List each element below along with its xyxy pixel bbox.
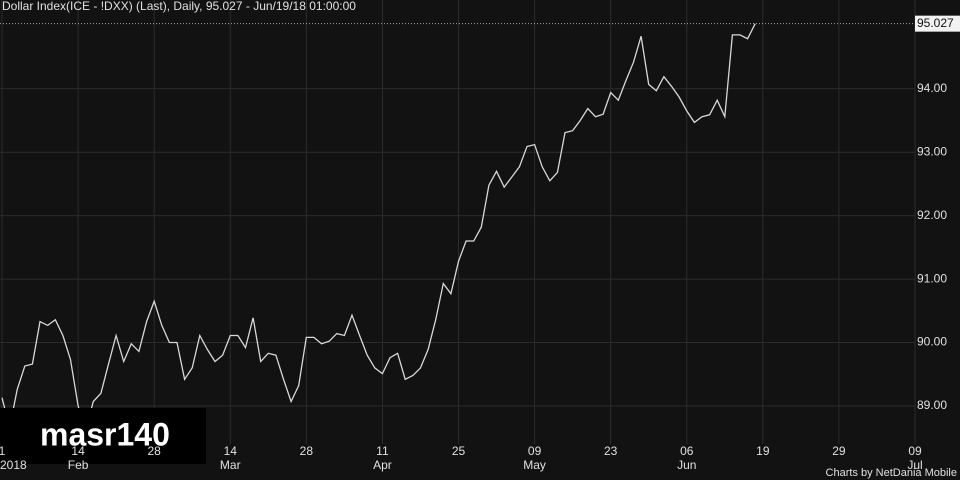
month-label: Apr [373, 458, 392, 472]
x-tick-label: 14 [224, 444, 238, 458]
last-price-label: 95.027 [917, 16, 954, 30]
last-price-box [915, 15, 960, 32]
chart-title: Dollar Index(ICE - !DXX) (Last), Daily, … [2, 0, 356, 13]
y-tick-label: 90.00 [917, 335, 947, 349]
grid [0, 0, 916, 444]
month-label: Jun [677, 458, 696, 472]
watermark: masr140 [40, 416, 170, 452]
x-tick-label: 25 [452, 444, 466, 458]
y-tick-label: 94.00 [917, 81, 947, 95]
month-label: May [523, 458, 546, 472]
watermark-box [0, 408, 206, 464]
x-tick-label: 1 [0, 444, 6, 458]
x-tick-label: 14 [71, 444, 85, 458]
plot: 95.027 [0, 15, 960, 433]
month-label: Mar [220, 458, 241, 472]
y-tick-label: 89.00 [917, 398, 947, 412]
x-tick-label: 11 [376, 444, 389, 458]
y-tick-label: 93.00 [917, 144, 947, 158]
x-tick-label: 29 [832, 444, 846, 458]
y-tick-label: 91.00 [917, 271, 947, 285]
x-tick-label: 09 [908, 444, 922, 458]
x-tick-label: 06 [680, 444, 694, 458]
x-tick-label: 23 [604, 444, 618, 458]
month-label: Feb [68, 458, 89, 472]
credit: Charts by NetDania Mobile [826, 467, 957, 479]
x-tick-label: 28 [147, 444, 161, 458]
month-label: Jan/2018 [0, 458, 27, 472]
x-tick-label: 09 [528, 444, 542, 458]
price-line [1, 23, 756, 433]
y-tick-label: 92.00 [917, 208, 947, 222]
x-tick-label: 28 [300, 444, 314, 458]
x-tick-label: 19 [756, 444, 770, 458]
month-label: Jul [907, 458, 922, 472]
